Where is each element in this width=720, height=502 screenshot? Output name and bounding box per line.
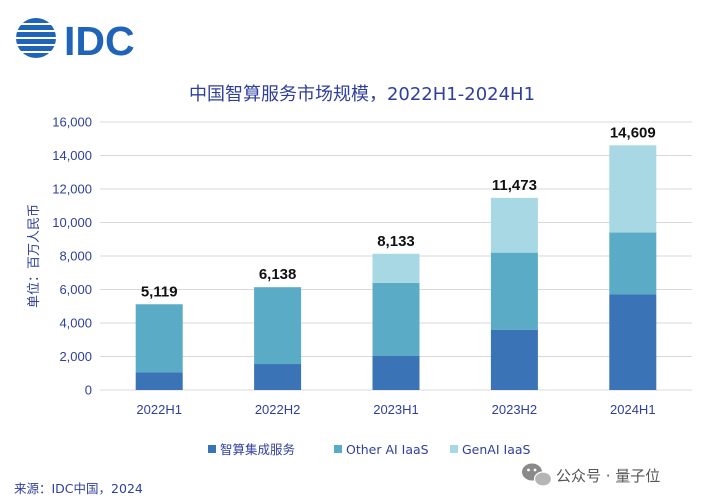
bar-segment bbox=[609, 294, 657, 390]
bar-segment bbox=[490, 197, 538, 253]
bar-segment bbox=[490, 252, 538, 330]
total-labels: 5,119 6,138 8,133 11,473 14,609 bbox=[141, 124, 656, 300]
bar-segment bbox=[609, 145, 657, 233]
legend: 智算集成服务 Other AI IaaS GenAI IaaS bbox=[208, 442, 531, 457]
y-tick-label: 6,000 bbox=[59, 282, 92, 297]
legend-label: Other AI IaaS bbox=[346, 442, 429, 457]
bar-segment bbox=[372, 355, 420, 390]
bar-segment bbox=[254, 364, 302, 390]
x-axis-ticks: 2022H1 2022H2 2023H1 2023H2 2024H1 bbox=[136, 402, 655, 417]
legend-swatch bbox=[450, 445, 458, 453]
legend-item: 智算集成服务 bbox=[208, 442, 295, 457]
total-label: 6,138 bbox=[259, 266, 297, 283]
y-tick-label: 12,000 bbox=[52, 182, 92, 197]
bar-segment bbox=[135, 304, 183, 373]
x-tick-label: 2022H2 bbox=[255, 402, 301, 417]
y-tick-label: 16,000 bbox=[52, 115, 92, 130]
idc-logo: IDC bbox=[14, 14, 154, 64]
legend-item: GenAI IaaS bbox=[450, 442, 531, 457]
total-label: 8,133 bbox=[377, 233, 415, 250]
y-axis-ticks: 0 2,000 4,000 6,000 8,000 10,000 12,000 14,000 1… bbox=[52, 115, 92, 398]
legend-swatch bbox=[334, 445, 342, 453]
wechat-icon bbox=[522, 463, 553, 487]
bar-segment bbox=[372, 282, 420, 356]
legend-item: Other AI IaaS bbox=[334, 442, 429, 457]
bar-segment bbox=[254, 287, 302, 365]
bar-segment bbox=[490, 329, 538, 390]
y-tick-label: 0 bbox=[85, 383, 92, 398]
bar-segment bbox=[135, 372, 183, 390]
watermark: 公众号 · 量子位 bbox=[522, 463, 660, 487]
x-tick-label: 2022H1 bbox=[136, 402, 182, 417]
globe-icon bbox=[16, 18, 56, 58]
x-tick-label: 2024H1 bbox=[610, 402, 656, 417]
bar-segment bbox=[609, 232, 657, 295]
chart-title: 中国智算服务市场规模，2022H1-2024H1 bbox=[189, 84, 535, 105]
legend-label: GenAI IaaS bbox=[462, 442, 531, 457]
y-tick-label: 2,000 bbox=[59, 349, 92, 364]
total-label: 5,119 bbox=[141, 283, 178, 300]
y-tick-label: 10,000 bbox=[52, 215, 92, 230]
logo-text: IDC bbox=[64, 18, 135, 64]
source-note: 来源：IDC中国，2024 bbox=[14, 481, 143, 496]
bars bbox=[135, 145, 657, 390]
total-label: 14,609 bbox=[610, 124, 656, 141]
y-tick-label: 4,000 bbox=[59, 316, 92, 331]
x-tick-label: 2023H2 bbox=[492, 402, 538, 417]
legend-label: 智算集成服务 bbox=[220, 442, 295, 457]
total-label: 11,473 bbox=[492, 177, 537, 194]
bar-segment bbox=[372, 253, 420, 283]
x-tick-label: 2023H1 bbox=[373, 402, 419, 417]
y-tick-label: 8,000 bbox=[59, 249, 92, 264]
y-axis-label: 单位：百万人民币 bbox=[27, 204, 42, 308]
y-tick-label: 14,000 bbox=[52, 148, 92, 163]
legend-swatch bbox=[208, 445, 216, 453]
watermark-text: 公众号 · 量子位 bbox=[556, 467, 660, 485]
